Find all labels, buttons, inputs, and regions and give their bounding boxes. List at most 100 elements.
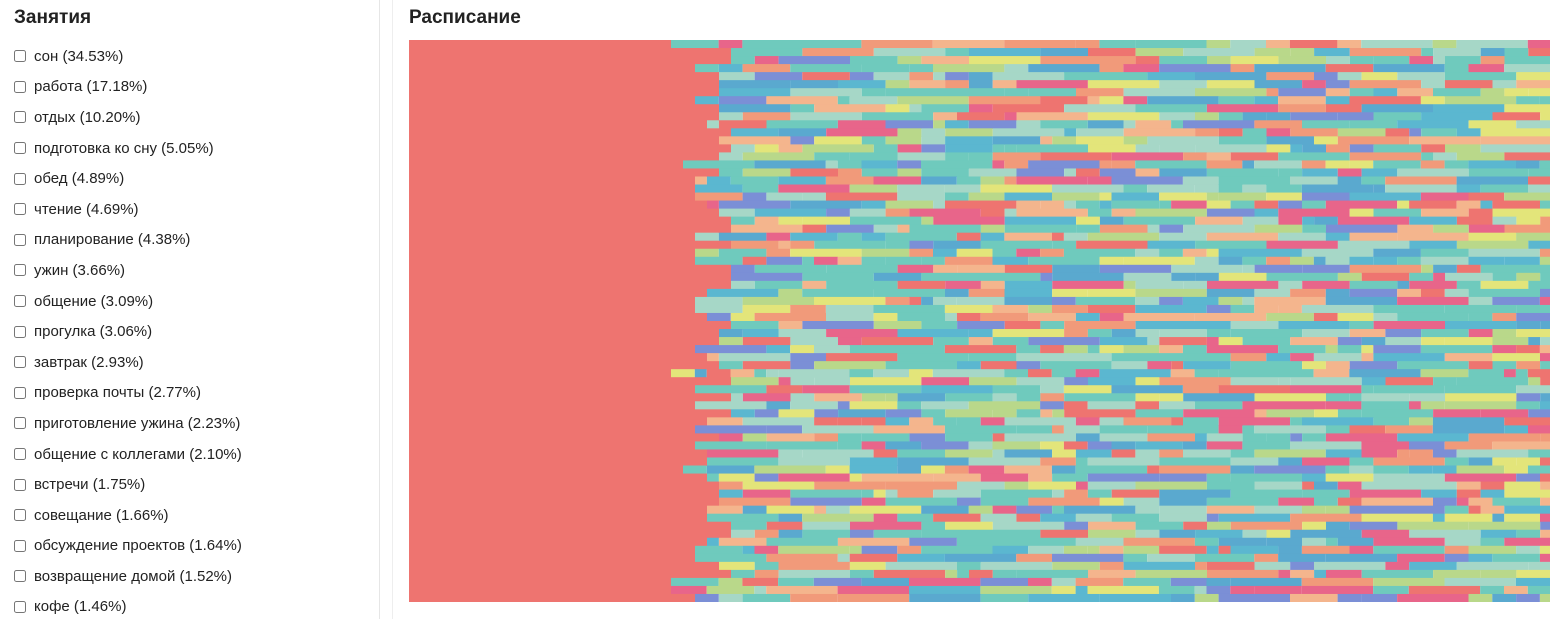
schedule-cell [1159, 449, 1183, 458]
schedule-cell [1468, 329, 1493, 338]
activity-checkbox[interactable] [14, 172, 26, 185]
schedule-cell [1135, 168, 1160, 177]
schedule-cell [1289, 40, 1338, 49]
schedule-cell [778, 449, 803, 458]
activity-checkbox[interactable] [14, 570, 26, 583]
schedule-cell [409, 585, 671, 595]
activity-item[interactable]: сон (34.53%) [13, 41, 242, 72]
schedule-cell [956, 537, 1005, 547]
activity-item[interactable]: встречи (1.75%) [13, 469, 242, 500]
schedule-cell [1373, 312, 1398, 322]
schedule-cell [1301, 585, 1374, 595]
activity-item[interactable]: обед (4.89%) [13, 163, 242, 194]
schedule-cell [707, 120, 719, 129]
activity-item[interactable]: возвращение домой (1.52%) [13, 561, 242, 592]
schedule-cell [1123, 417, 1172, 426]
schedule-cell [1230, 40, 1266, 49]
schedule-cell [849, 553, 898, 563]
activity-checkbox[interactable] [14, 264, 26, 277]
activity-checkbox[interactable] [14, 356, 26, 369]
schedule-cell [409, 345, 695, 354]
activity-checkbox[interactable] [14, 448, 26, 461]
schedule-cell [1302, 417, 1374, 426]
activity-item[interactable]: подготовка ко сну (5.05%) [13, 133, 242, 164]
activity-checkbox[interactable] [14, 417, 26, 430]
schedule-cell [731, 144, 755, 153]
activity-item[interactable]: планирование (4.38%) [13, 225, 242, 256]
schedule-cell [1088, 144, 1136, 153]
schedule-cell [1088, 569, 1136, 579]
schedule-cell [1099, 312, 1124, 322]
activity-checkbox[interactable] [14, 142, 26, 155]
activity-checkbox[interactable] [14, 386, 26, 399]
schedule-cell [719, 152, 743, 161]
schedule-cell [968, 465, 1005, 475]
schedule-cell [1337, 312, 1374, 322]
schedule-cell [1278, 345, 1326, 354]
activity-item[interactable]: совещание (1.66%) [13, 500, 242, 531]
schedule-cell [754, 409, 779, 418]
activity-item[interactable]: прогулка (3.06%) [13, 316, 242, 347]
activity-item[interactable]: отдых (10.20%) [13, 102, 242, 133]
schedule-cell [1135, 160, 1159, 169]
schedule-cell [1468, 192, 1505, 202]
activity-item[interactable]: общение с коллегами (2.10%) [13, 439, 242, 470]
schedule-cell [1135, 481, 1207, 491]
activity-item[interactable]: обсуждение проектов (1.64%) [13, 531, 242, 562]
schedule-cell [802, 513, 874, 523]
activity-checkbox[interactable] [14, 203, 26, 216]
activity-checkbox[interactable] [14, 295, 26, 308]
activity-item[interactable]: ужин (3.66%) [13, 255, 242, 286]
schedule-cell [1099, 545, 1124, 555]
schedule-cell [1408, 585, 1481, 595]
schedule-cell [1433, 88, 1481, 97]
schedule-cell [1504, 369, 1516, 378]
schedule-cell [706, 369, 731, 378]
schedule-cell [694, 369, 707, 378]
schedule-cell [1409, 200, 1457, 210]
schedule-cell [1302, 168, 1338, 177]
schedule-cell [1420, 345, 1493, 354]
schedule-cell [1444, 96, 1517, 105]
schedule-cell [1135, 72, 1148, 81]
activity-checkbox[interactable] [14, 478, 26, 491]
activity-item[interactable]: общение (3.09%) [13, 286, 242, 317]
activity-item[interactable]: кофе (1.46%) [13, 592, 242, 622]
schedule-cell [695, 304, 743, 314]
schedule-cell [1421, 329, 1469, 338]
schedule-cell [766, 433, 815, 442]
activity-item[interactable]: проверка почты (2.77%) [13, 378, 242, 409]
activity-checkbox[interactable] [14, 233, 26, 246]
activity-item[interactable]: работа (17.18%) [13, 72, 242, 103]
activity-checkbox[interactable] [14, 539, 26, 552]
schedule-cell [1135, 505, 1160, 515]
activity-checkbox[interactable] [14, 50, 26, 63]
activity-item[interactable]: приготовление ужина (2.23%) [13, 408, 242, 439]
activity-checkbox[interactable] [14, 111, 26, 124]
schedule-cell [1325, 433, 1398, 442]
schedule-cell [1099, 256, 1124, 266]
schedule-cell [1373, 304, 1445, 314]
schedule-cell [1195, 240, 1267, 250]
schedule-cell [802, 288, 874, 298]
schedule-cell [1206, 208, 1255, 218]
schedule-cell [1444, 337, 1493, 346]
schedule-cell [921, 521, 946, 531]
schedule-cell [992, 304, 1029, 314]
schedule-cell [1397, 168, 1469, 177]
schedule-cell [1088, 56, 1136, 65]
schedule-cell [909, 240, 934, 250]
activity-item[interactable]: чтение (4.69%) [13, 194, 242, 225]
activity-item[interactable]: завтрак (2.93%) [13, 347, 242, 378]
schedule-cell [409, 176, 695, 186]
activity-checkbox[interactable] [14, 509, 26, 522]
schedule-cell [825, 176, 874, 186]
schedule-cell [1230, 200, 1255, 210]
schedule-cell [1254, 288, 1291, 298]
schedule-cell [1087, 329, 1112, 338]
activity-checkbox[interactable] [14, 80, 26, 93]
activity-checkbox[interactable] [14, 600, 26, 613]
schedule-cell [1063, 248, 1136, 258]
activity-checkbox[interactable] [14, 325, 26, 338]
schedule-cell [944, 465, 969, 475]
